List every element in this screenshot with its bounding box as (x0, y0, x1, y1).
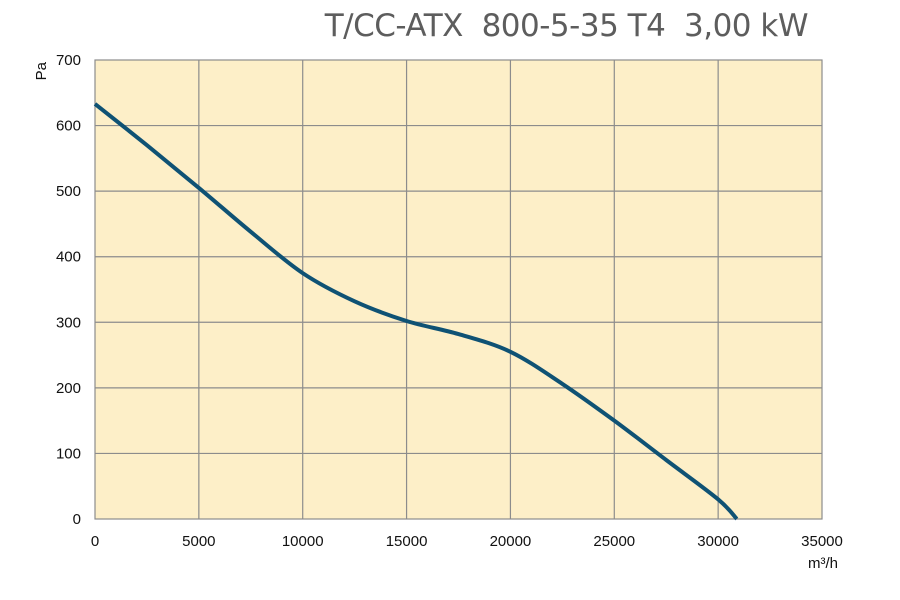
x-tick-label: 0 (91, 533, 99, 550)
grid-lines (95, 60, 822, 519)
y-axis-label: Pa (33, 61, 50, 80)
y-tick-label: 700 (56, 52, 81, 69)
y-tick-label: 200 (56, 380, 81, 397)
series-group (93, 102, 739, 521)
x-tick-label: 20000 (490, 533, 532, 550)
y-tick-label: 600 (56, 118, 81, 135)
x-tick-label: 10000 (282, 533, 324, 550)
y-tick-label: 0 (73, 511, 81, 528)
plot-area (94, 59, 823, 520)
chart-title: T/CC-ATX 800-5-35 T4 3,00 kW (324, 8, 809, 44)
x-tick-label: 5000 (182, 533, 215, 550)
x-tick-label: 30000 (697, 533, 739, 550)
x-axis-label: m³/h (808, 555, 838, 572)
x-axis-ticks: 0 5000 10000 15000 20000 25000 30000 35000 (91, 533, 843, 550)
y-axis-ticks: 0 100 200 300 400 500 600 700 (56, 52, 81, 528)
y-tick-label: 100 (56, 445, 81, 462)
x-tick-label: 25000 (593, 533, 635, 550)
x-tick-label: 35000 (801, 533, 843, 550)
series-line (93, 102, 739, 521)
y-tick-label: 400 (56, 249, 81, 266)
y-tick-label: 500 (56, 183, 81, 200)
x-tick-label: 15000 (386, 533, 428, 550)
y-tick-label: 300 (56, 314, 81, 331)
